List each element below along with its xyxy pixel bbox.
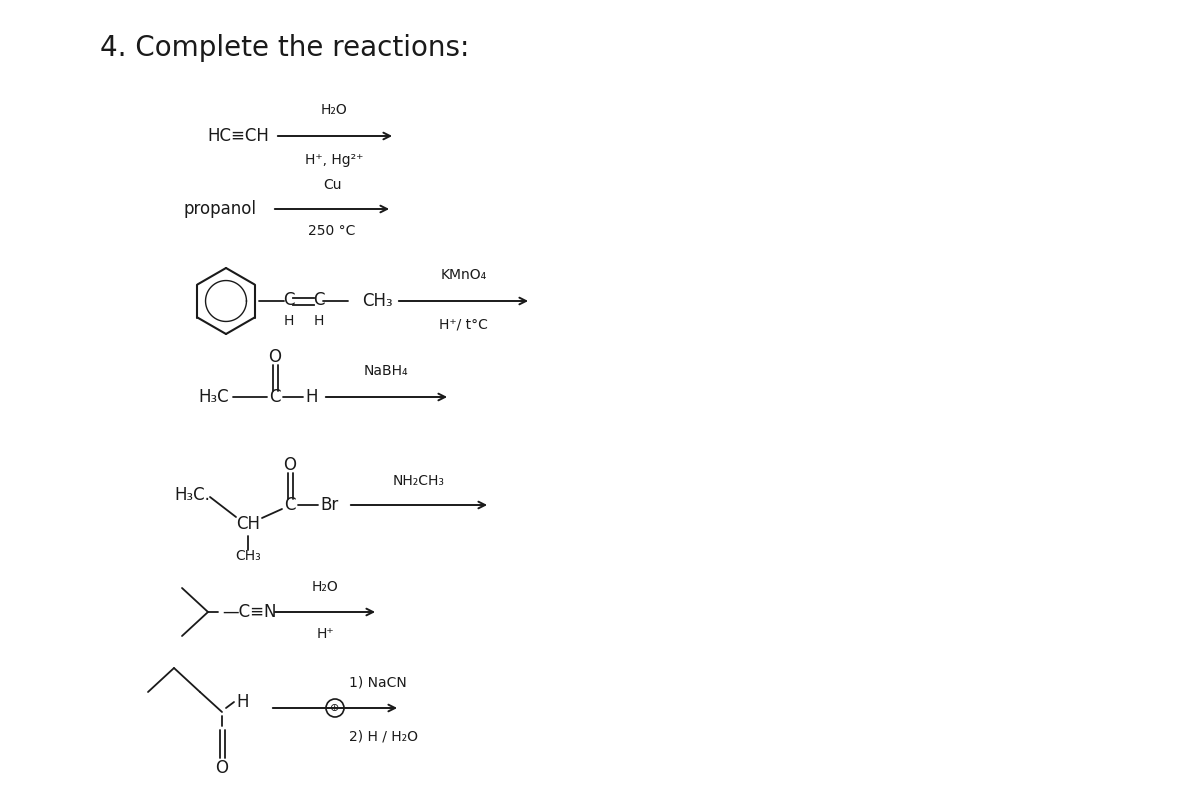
Text: H₃C.: H₃C. (174, 486, 210, 504)
Text: H⁺, Hg²⁺: H⁺, Hg²⁺ (305, 153, 364, 167)
Text: 4. Complete the reactions:: 4. Complete the reactions: (100, 34, 469, 62)
Text: NaBH₄: NaBH₄ (364, 364, 408, 378)
Text: 2) H / H₂O: 2) H / H₂O (349, 729, 418, 743)
Text: HC≡CH: HC≡CH (208, 127, 269, 145)
Text: KMnO₄: KMnO₄ (440, 268, 487, 282)
Text: C: C (284, 496, 295, 514)
Text: H: H (284, 314, 294, 328)
Text: O: O (216, 759, 228, 777)
Text: CH₃: CH₃ (235, 549, 260, 563)
Text: 1) NaCN: 1) NaCN (349, 675, 407, 689)
Text: O: O (283, 456, 296, 474)
Text: H₂O: H₂O (320, 103, 347, 117)
Text: H: H (305, 388, 318, 406)
Text: C: C (313, 291, 325, 309)
Text: ⊕: ⊕ (330, 703, 340, 713)
Text: Br: Br (320, 496, 338, 514)
Text: CH₃: CH₃ (362, 292, 392, 310)
Text: H⁺/ t°C: H⁺/ t°C (439, 318, 488, 332)
Text: CH: CH (236, 515, 260, 533)
Text: C: C (283, 291, 295, 309)
Text: —C≡N: —C≡N (222, 603, 276, 621)
Text: Cu: Cu (323, 178, 341, 192)
Text: C: C (269, 388, 281, 406)
Text: propanol: propanol (184, 200, 257, 218)
Text: NH₂CH₃: NH₂CH₃ (394, 474, 445, 488)
Text: H₂O: H₂O (312, 580, 338, 594)
Text: O: O (269, 348, 282, 366)
Text: H: H (236, 693, 248, 711)
Text: H₃C: H₃C (198, 388, 229, 406)
Text: H⁺: H⁺ (316, 627, 334, 641)
Text: H: H (314, 314, 324, 328)
Text: 250 °C: 250 °C (308, 224, 355, 238)
